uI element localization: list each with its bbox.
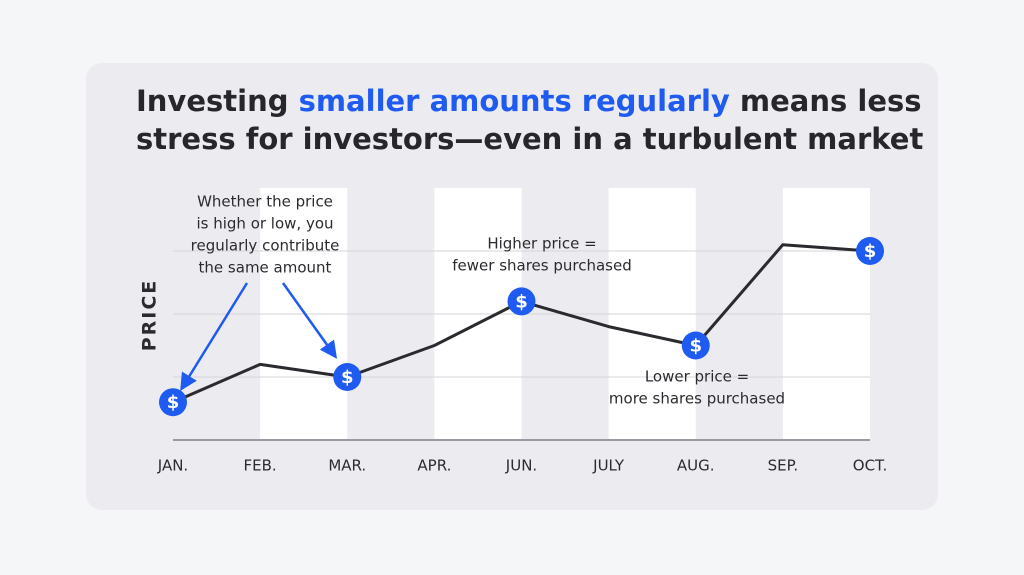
x-tick-label: SEP. (768, 457, 798, 475)
x-tick-label: MAR. (328, 457, 366, 475)
dollar-symbol: $ (515, 291, 528, 312)
x-tick-label: JAN. (157, 457, 188, 475)
dollar-marker (159, 388, 187, 417)
dollar-symbol: $ (341, 367, 354, 388)
x-tick-label: JULY (592, 457, 625, 475)
arrow (281, 282, 338, 359)
annotation: more shares purchased (609, 390, 785, 408)
dollar-symbol: $ (167, 392, 180, 413)
annotation: regularly contribute (191, 237, 340, 255)
dollar-marker (681, 331, 710, 360)
arrow (180, 282, 249, 391)
title-part: means less (729, 84, 922, 118)
dollar-symbol: $ (689, 336, 702, 357)
x-tick-label: APR. (417, 457, 451, 475)
annotation: is high or low, you (196, 215, 333, 233)
x-tick-label: JUN. (505, 457, 537, 475)
title-part: stress for investors—even in a turbulent… (136, 122, 924, 156)
annotation: Higher price = (487, 235, 596, 253)
dollar-symbol: $ (864, 241, 877, 262)
dollar-marker (856, 237, 884, 265)
annotation: the same amount (199, 259, 332, 277)
annotation: Whether the price (197, 193, 333, 211)
dollar-marker (507, 287, 536, 316)
y-axis-label: PRICE (139, 279, 161, 352)
x-tick-label: OCT. (853, 457, 887, 475)
x-tick-label: FEB. (244, 457, 277, 475)
x-tick-label: AUG. (677, 457, 715, 475)
dollar-marker (333, 363, 362, 391)
title-highlight: smaller amounts regularly (298, 84, 730, 118)
annotation: fewer shares purchased (452, 257, 631, 275)
annotation: Lower price = (645, 368, 749, 386)
chart-title: Investing smaller amounts regularly mean… (136, 82, 923, 158)
title-part: Investing (136, 84, 299, 118)
